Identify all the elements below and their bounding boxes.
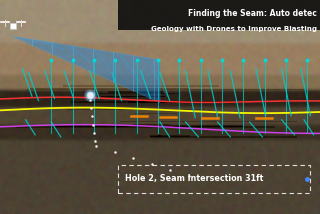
Polygon shape <box>13 36 160 103</box>
Text: Geology with Drones to Improve Blasting: Geology with Drones to Improve Blasting <box>151 26 317 32</box>
Text: Finding the Seam: Auto detec: Finding the Seam: Auto detec <box>188 9 317 18</box>
Text: Hole 2, Seam Intersection 31ft: Hole 2, Seam Intersection 31ft <box>125 174 263 183</box>
Bar <box>118 0 320 30</box>
Bar <box>118 165 310 193</box>
